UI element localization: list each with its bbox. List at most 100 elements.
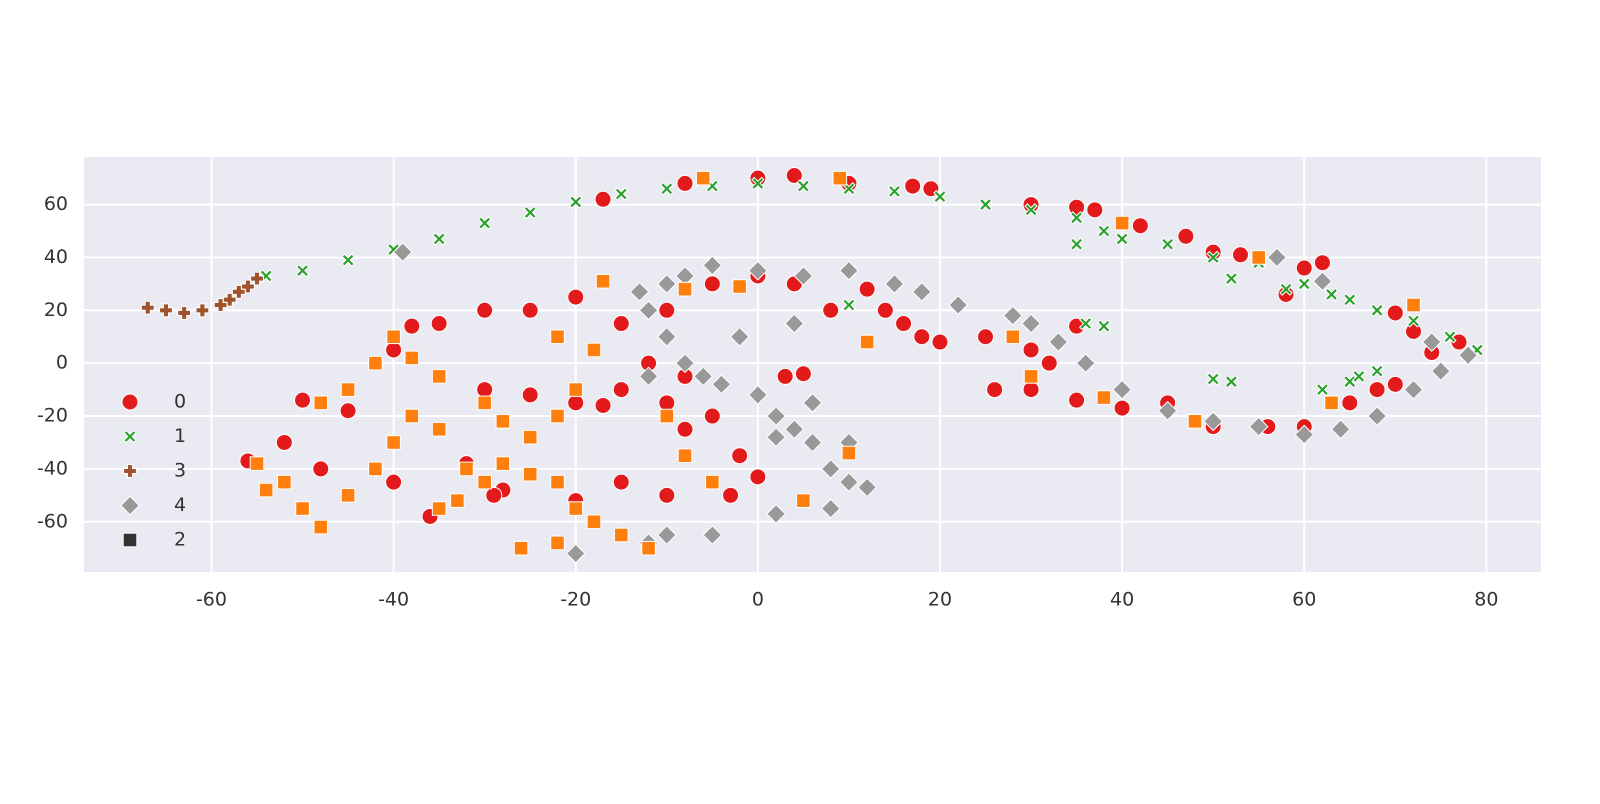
- point: [693, 366, 714, 387]
- point: [195, 303, 210, 318]
- point: [177, 306, 192, 320]
- point: [1206, 250, 1220, 265]
- point: [732, 279, 747, 294]
- x-tick-label: -60: [196, 589, 227, 611]
- point: [450, 493, 465, 508]
- point: [594, 190, 612, 208]
- point: [1368, 381, 1386, 399]
- point: [656, 273, 677, 294]
- point: [1078, 316, 1093, 331]
- point: [1224, 271, 1239, 286]
- point: [241, 279, 255, 294]
- point: [1068, 198, 1086, 216]
- point: [565, 543, 586, 564]
- x-tick-label: 40: [1110, 589, 1134, 611]
- point: [568, 501, 584, 516]
- point: [978, 197, 993, 212]
- point: [802, 392, 823, 413]
- point: [705, 474, 720, 490]
- point: [1048, 332, 1069, 352]
- legend-label: 0: [174, 391, 186, 413]
- point: [1160, 237, 1175, 251]
- point: [820, 498, 841, 519]
- point: [477, 216, 492, 230]
- point: [1096, 390, 1112, 405]
- point: [676, 420, 694, 438]
- point: [1341, 394, 1359, 412]
- point: [368, 355, 383, 371]
- point: [1324, 287, 1339, 302]
- point: [766, 503, 786, 524]
- point: [820, 459, 841, 479]
- point: [613, 527, 629, 543]
- point: [1251, 250, 1267, 265]
- point: [404, 350, 420, 366]
- point: [586, 514, 602, 530]
- point: [339, 402, 357, 420]
- point: [568, 382, 584, 397]
- point: [1022, 341, 1040, 359]
- point: [913, 328, 931, 346]
- point: [368, 461, 383, 477]
- point: [658, 301, 676, 319]
- point: [1267, 247, 1287, 268]
- point: [1068, 391, 1086, 409]
- point: [567, 394, 585, 412]
- point: [595, 273, 611, 289]
- point: [1343, 374, 1357, 389]
- point: [1443, 330, 1457, 344]
- point: [1295, 259, 1313, 277]
- point: [839, 260, 859, 281]
- point: [1157, 400, 1178, 421]
- point: [747, 384, 768, 405]
- point: [1386, 375, 1404, 393]
- x-tick-label: 80: [1474, 589, 1498, 611]
- point: [1343, 293, 1357, 307]
- point: [911, 281, 932, 302]
- point: [749, 468, 767, 486]
- point: [476, 301, 494, 319]
- point: [977, 328, 995, 346]
- x-tick-label: -40: [378, 589, 409, 611]
- legend-marker: [121, 393, 139, 411]
- point: [1405, 322, 1423, 340]
- point: [277, 474, 292, 490]
- point: [431, 421, 447, 437]
- point: [660, 182, 674, 196]
- point: [258, 482, 274, 498]
- point: [1430, 361, 1451, 382]
- point: [784, 313, 805, 334]
- point: [250, 271, 264, 286]
- point: [1421, 332, 1442, 352]
- point: [312, 460, 330, 478]
- point: [340, 488, 356, 503]
- point: [385, 341, 403, 359]
- point: [638, 300, 659, 321]
- point: [1352, 369, 1366, 384]
- point: [656, 525, 677, 545]
- point: [295, 501, 310, 516]
- point: [884, 273, 905, 294]
- point: [702, 525, 723, 545]
- point: [948, 295, 969, 315]
- plot-area: [84, 157, 1541, 572]
- point: [1370, 303, 1384, 318]
- point: [931, 333, 949, 351]
- legend-marker: [123, 464, 137, 478]
- point: [629, 281, 650, 302]
- point: [702, 255, 723, 276]
- x-tick-label: 20: [928, 589, 952, 611]
- point: [340, 382, 356, 397]
- point: [1203, 411, 1224, 432]
- point: [1097, 224, 1111, 238]
- point: [1069, 211, 1084, 225]
- point: [1069, 237, 1084, 251]
- point: [695, 170, 711, 186]
- point: [796, 493, 811, 508]
- point: [550, 408, 565, 424]
- point: [793, 266, 814, 286]
- point: [550, 535, 565, 551]
- point: [1248, 416, 1269, 437]
- point: [1112, 379, 1133, 400]
- point: [1115, 232, 1129, 246]
